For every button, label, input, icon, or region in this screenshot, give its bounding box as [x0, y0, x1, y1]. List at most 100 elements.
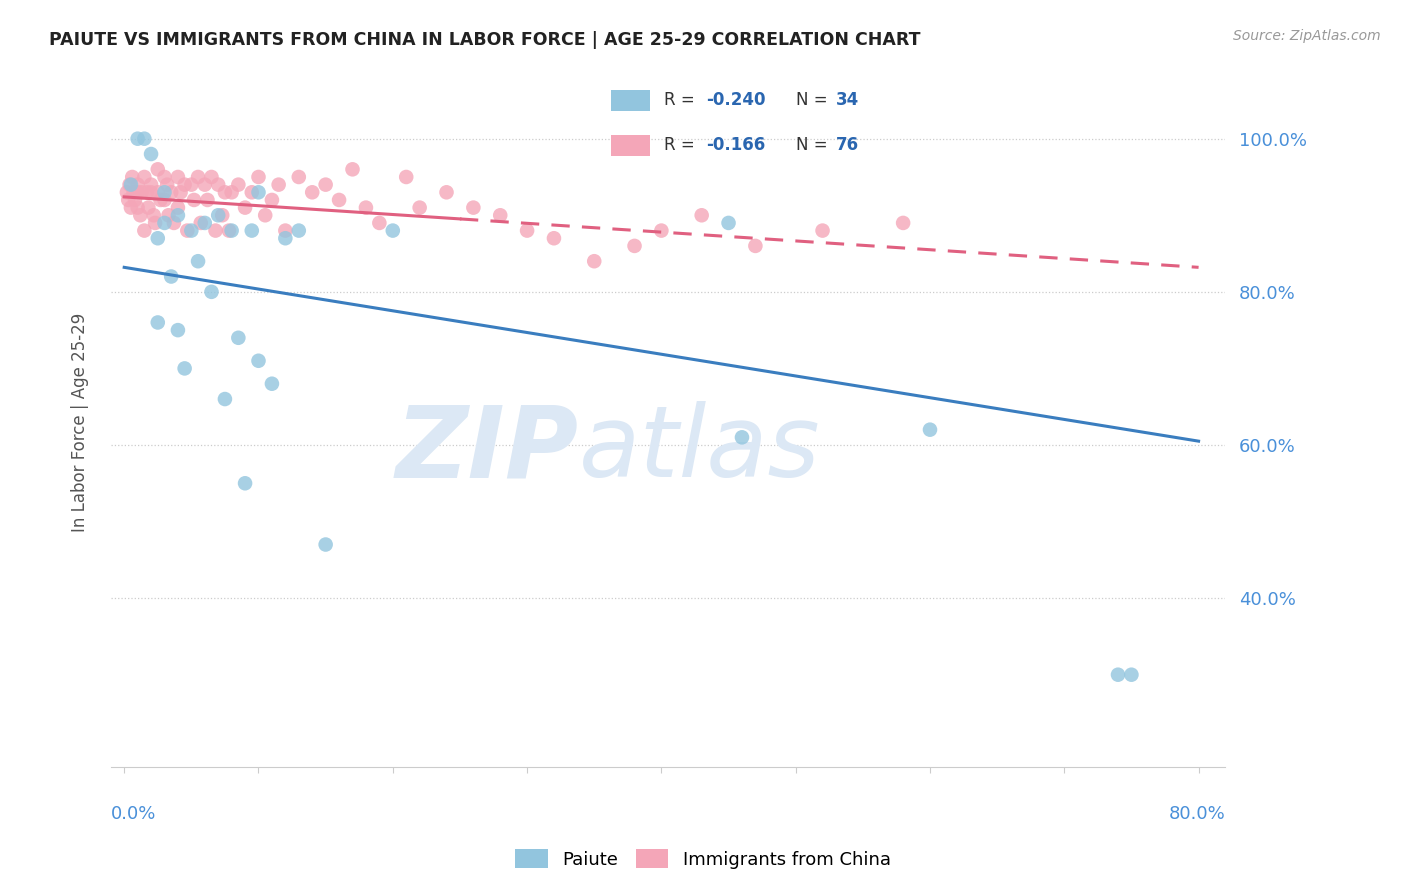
Point — [315, 537, 337, 551]
Point — [173, 178, 195, 192]
Text: Source: ZipAtlas.com: Source: ZipAtlas.com — [1233, 29, 1381, 43]
Bar — [610, 135, 651, 156]
Point — [260, 193, 283, 207]
Point — [288, 224, 311, 238]
Point — [180, 178, 202, 192]
Point — [315, 178, 337, 192]
Point — [160, 269, 183, 284]
Point — [233, 476, 256, 491]
Point — [156, 178, 179, 192]
Point — [153, 186, 176, 200]
Point — [204, 224, 226, 238]
Point — [489, 208, 512, 222]
Point — [1121, 667, 1143, 681]
Point — [274, 224, 297, 238]
Point — [153, 216, 176, 230]
Point — [124, 193, 146, 207]
Point — [200, 285, 222, 299]
Point — [717, 216, 740, 230]
Point — [214, 392, 236, 406]
Point — [142, 208, 165, 222]
Text: 34: 34 — [835, 91, 859, 110]
Point — [463, 201, 485, 215]
Point — [163, 216, 186, 230]
Point — [129, 208, 152, 222]
Point — [731, 430, 754, 444]
Point — [167, 169, 190, 184]
Point — [267, 178, 290, 192]
Point — [247, 186, 270, 200]
Point — [134, 224, 156, 238]
Point — [167, 208, 190, 222]
Point — [187, 169, 209, 184]
Text: N =: N = — [796, 91, 832, 110]
Point — [127, 178, 149, 192]
Point — [149, 193, 172, 207]
Point — [354, 201, 377, 215]
Point — [623, 239, 645, 253]
Point — [1107, 667, 1129, 681]
Point — [207, 178, 229, 192]
Point — [918, 423, 941, 437]
Point — [127, 186, 149, 200]
Point — [173, 361, 195, 376]
Point — [122, 186, 145, 200]
Point — [160, 186, 183, 200]
Text: PAIUTE VS IMMIGRANTS FROM CHINA IN LABOR FORCE | AGE 25-29 CORRELATION CHART: PAIUTE VS IMMIGRANTS FROM CHINA IN LABOR… — [49, 31, 921, 49]
Text: N =: N = — [796, 136, 832, 154]
Point — [516, 224, 538, 238]
Point — [115, 186, 138, 200]
Point — [146, 316, 169, 330]
Point — [190, 216, 212, 230]
Point — [214, 186, 236, 200]
Point — [228, 178, 250, 192]
Y-axis label: In Labor Force | Age 25-29: In Labor Force | Age 25-29 — [72, 312, 89, 532]
Point — [274, 231, 297, 245]
Point — [197, 193, 219, 207]
Point — [120, 178, 142, 192]
Point — [211, 208, 233, 222]
Point — [247, 169, 270, 184]
Point — [176, 224, 198, 238]
Point — [134, 169, 156, 184]
Point — [436, 186, 458, 200]
Point — [134, 131, 156, 145]
Point — [408, 201, 430, 215]
Point — [138, 201, 160, 215]
Point — [153, 169, 176, 184]
Point — [139, 147, 162, 161]
Point — [328, 193, 350, 207]
Text: R =: R = — [664, 91, 700, 110]
Point — [221, 224, 243, 238]
Point — [228, 331, 250, 345]
Point — [117, 193, 139, 207]
Point — [200, 169, 222, 184]
Point — [121, 169, 143, 184]
Text: 0.0%: 0.0% — [111, 805, 156, 823]
Point — [218, 224, 240, 238]
Point — [690, 208, 713, 222]
Point — [136, 186, 159, 200]
Point — [381, 224, 404, 238]
Text: atlas: atlas — [579, 401, 821, 498]
Point — [744, 239, 766, 253]
Point — [368, 216, 391, 230]
Point — [543, 231, 565, 245]
Point — [169, 186, 191, 200]
Text: 76: 76 — [835, 136, 859, 154]
Point — [207, 208, 229, 222]
Text: -0.166: -0.166 — [707, 136, 766, 154]
Point — [143, 216, 166, 230]
Point — [254, 208, 277, 222]
Point — [187, 254, 209, 268]
Text: 80.0%: 80.0% — [1168, 805, 1226, 823]
Point — [118, 178, 141, 192]
Point — [146, 162, 169, 177]
Point — [288, 169, 311, 184]
Point — [240, 186, 263, 200]
Legend: Paiute, Immigrants from China: Paiute, Immigrants from China — [508, 842, 898, 876]
Point — [301, 186, 323, 200]
Point — [811, 224, 834, 238]
Point — [247, 353, 270, 368]
Point — [167, 201, 190, 215]
